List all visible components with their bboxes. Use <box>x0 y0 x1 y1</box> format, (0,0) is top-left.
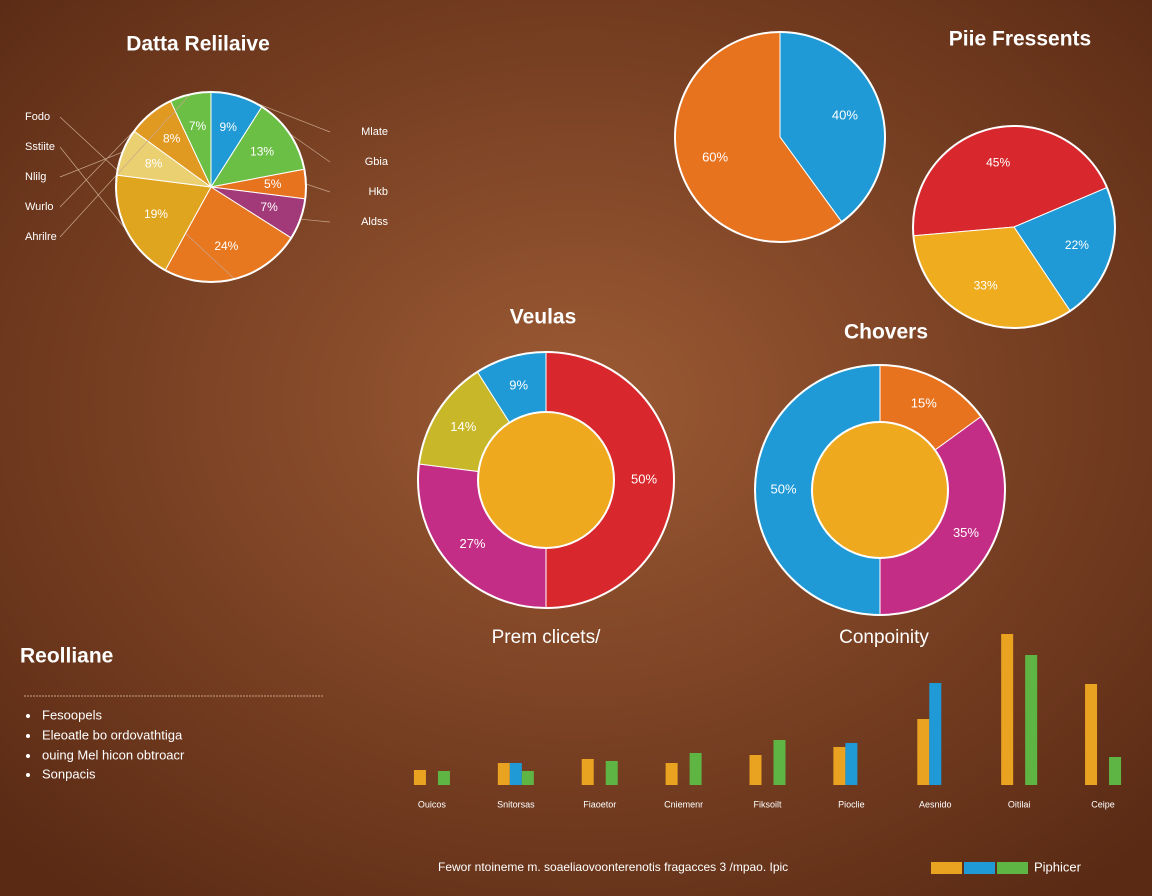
bullet <box>26 773 30 777</box>
x-tick-label: Oitilai <box>1008 799 1031 809</box>
sidebar-item: Sonpacis <box>42 766 96 781</box>
bar <box>497 763 510 785</box>
slice-label: 7% <box>260 200 278 214</box>
legend-swatch <box>997 862 1028 874</box>
bar <box>833 747 846 785</box>
sidebar-title: Reolliane <box>20 645 113 668</box>
sidebar-list: Fesoopels Eleoatle bo ordovathtiga ouing… <box>26 707 185 781</box>
category-label: Ahrilre <box>25 231 57 243</box>
sidebar-item: Fesoopels <box>42 707 102 722</box>
pie-outline <box>417 351 675 609</box>
bullet <box>26 714 30 718</box>
bar <box>509 763 522 785</box>
pie-outline <box>754 364 1006 616</box>
bar <box>749 755 762 785</box>
slice-label: 60% <box>702 150 728 165</box>
x-tick-label: Snitorsas <box>497 799 535 809</box>
slice-label: 13% <box>250 144 274 158</box>
slice-label: 40% <box>832 107 858 122</box>
chart-title: Veulas <box>510 306 577 329</box>
slice-label: 27% <box>459 536 485 551</box>
bar <box>689 753 702 785</box>
slice-label: 33% <box>974 278 998 292</box>
sidebar-item: Eleoatle bo ordovathtiga <box>42 727 183 742</box>
x-tick-label: Fiaoetor <box>583 799 616 809</box>
donut-center <box>811 421 949 559</box>
bar <box>1085 684 1098 785</box>
bar <box>665 763 678 785</box>
category-label: Nlilg <box>25 171 46 183</box>
leader-line <box>289 133 331 163</box>
category-label: Aldss <box>361 216 388 228</box>
leader-line <box>59 146 127 231</box>
bullet <box>26 734 30 738</box>
bar <box>581 759 594 785</box>
leader-line <box>300 218 331 223</box>
slice-label: 50% <box>631 471 657 486</box>
slice-label: 35% <box>953 525 979 540</box>
x-tick-label: Aesnido <box>919 799 952 809</box>
donut-center <box>477 411 615 549</box>
x-tick-label: Cniemenr <box>664 799 703 809</box>
category-label: Mlate <box>361 126 388 138</box>
slice-label: 9% <box>509 377 528 392</box>
bar <box>437 771 450 785</box>
leader-line <box>59 151 123 178</box>
bar <box>917 719 930 785</box>
category-label: Gbia <box>365 156 389 168</box>
x-tick-label: Ouicos <box>418 799 447 809</box>
chart-subtitle: Conpoinity <box>839 627 929 648</box>
category-label: Wurlo <box>25 201 54 213</box>
slice-label: 15% <box>911 395 937 410</box>
slice-label: 50% <box>770 481 796 496</box>
x-tick-label: Ceipe <box>1091 799 1115 809</box>
category-label: Hkb <box>368 186 388 198</box>
chart-title: Piie Fressents <box>949 28 1091 51</box>
category-label: Fodo <box>25 111 50 123</box>
chart-title: Chovers <box>844 321 928 344</box>
bar <box>413 770 426 785</box>
legend-swatch <box>931 862 962 874</box>
slice-label: 22% <box>1065 238 1089 252</box>
slice-label: 14% <box>450 419 476 434</box>
bar <box>521 771 534 785</box>
category-label: Sstiite <box>25 141 55 153</box>
footer-note: Fewor ntoineme m. soaeliaovoonterenotis … <box>438 860 788 874</box>
slice-label: 9% <box>220 120 238 134</box>
chart-subtitle: Prem clicets/ <box>492 627 601 648</box>
slice-label: 8% <box>163 132 181 146</box>
bar <box>1001 634 1014 785</box>
bar <box>845 743 858 785</box>
sidebar-item: ouing Mel hicon obtroacr <box>42 747 185 762</box>
pie-outline <box>674 31 886 243</box>
slice-label: 45% <box>986 155 1010 169</box>
bullet <box>26 754 30 758</box>
bar <box>1109 757 1122 785</box>
slice-label: 7% <box>189 119 207 133</box>
leader-line <box>305 183 331 193</box>
bar <box>929 683 942 785</box>
bar <box>605 761 618 785</box>
slice-label: 5% <box>264 177 282 191</box>
leader-line <box>59 94 191 238</box>
chart-title: Datta Relilaive <box>126 33 270 56</box>
bar <box>1025 655 1038 785</box>
slice-label: 19% <box>144 207 168 221</box>
pie-outline <box>912 125 1116 329</box>
bar <box>773 740 786 785</box>
slice-label: 8% <box>145 156 163 170</box>
legend-swatch <box>964 862 995 874</box>
pie-outline <box>115 91 307 283</box>
slice-label: 24% <box>214 239 238 253</box>
x-tick-label: Fiksoilt <box>753 799 782 809</box>
legend-label: Piphicer <box>1034 859 1082 874</box>
x-tick-label: Pioclie <box>838 799 865 809</box>
